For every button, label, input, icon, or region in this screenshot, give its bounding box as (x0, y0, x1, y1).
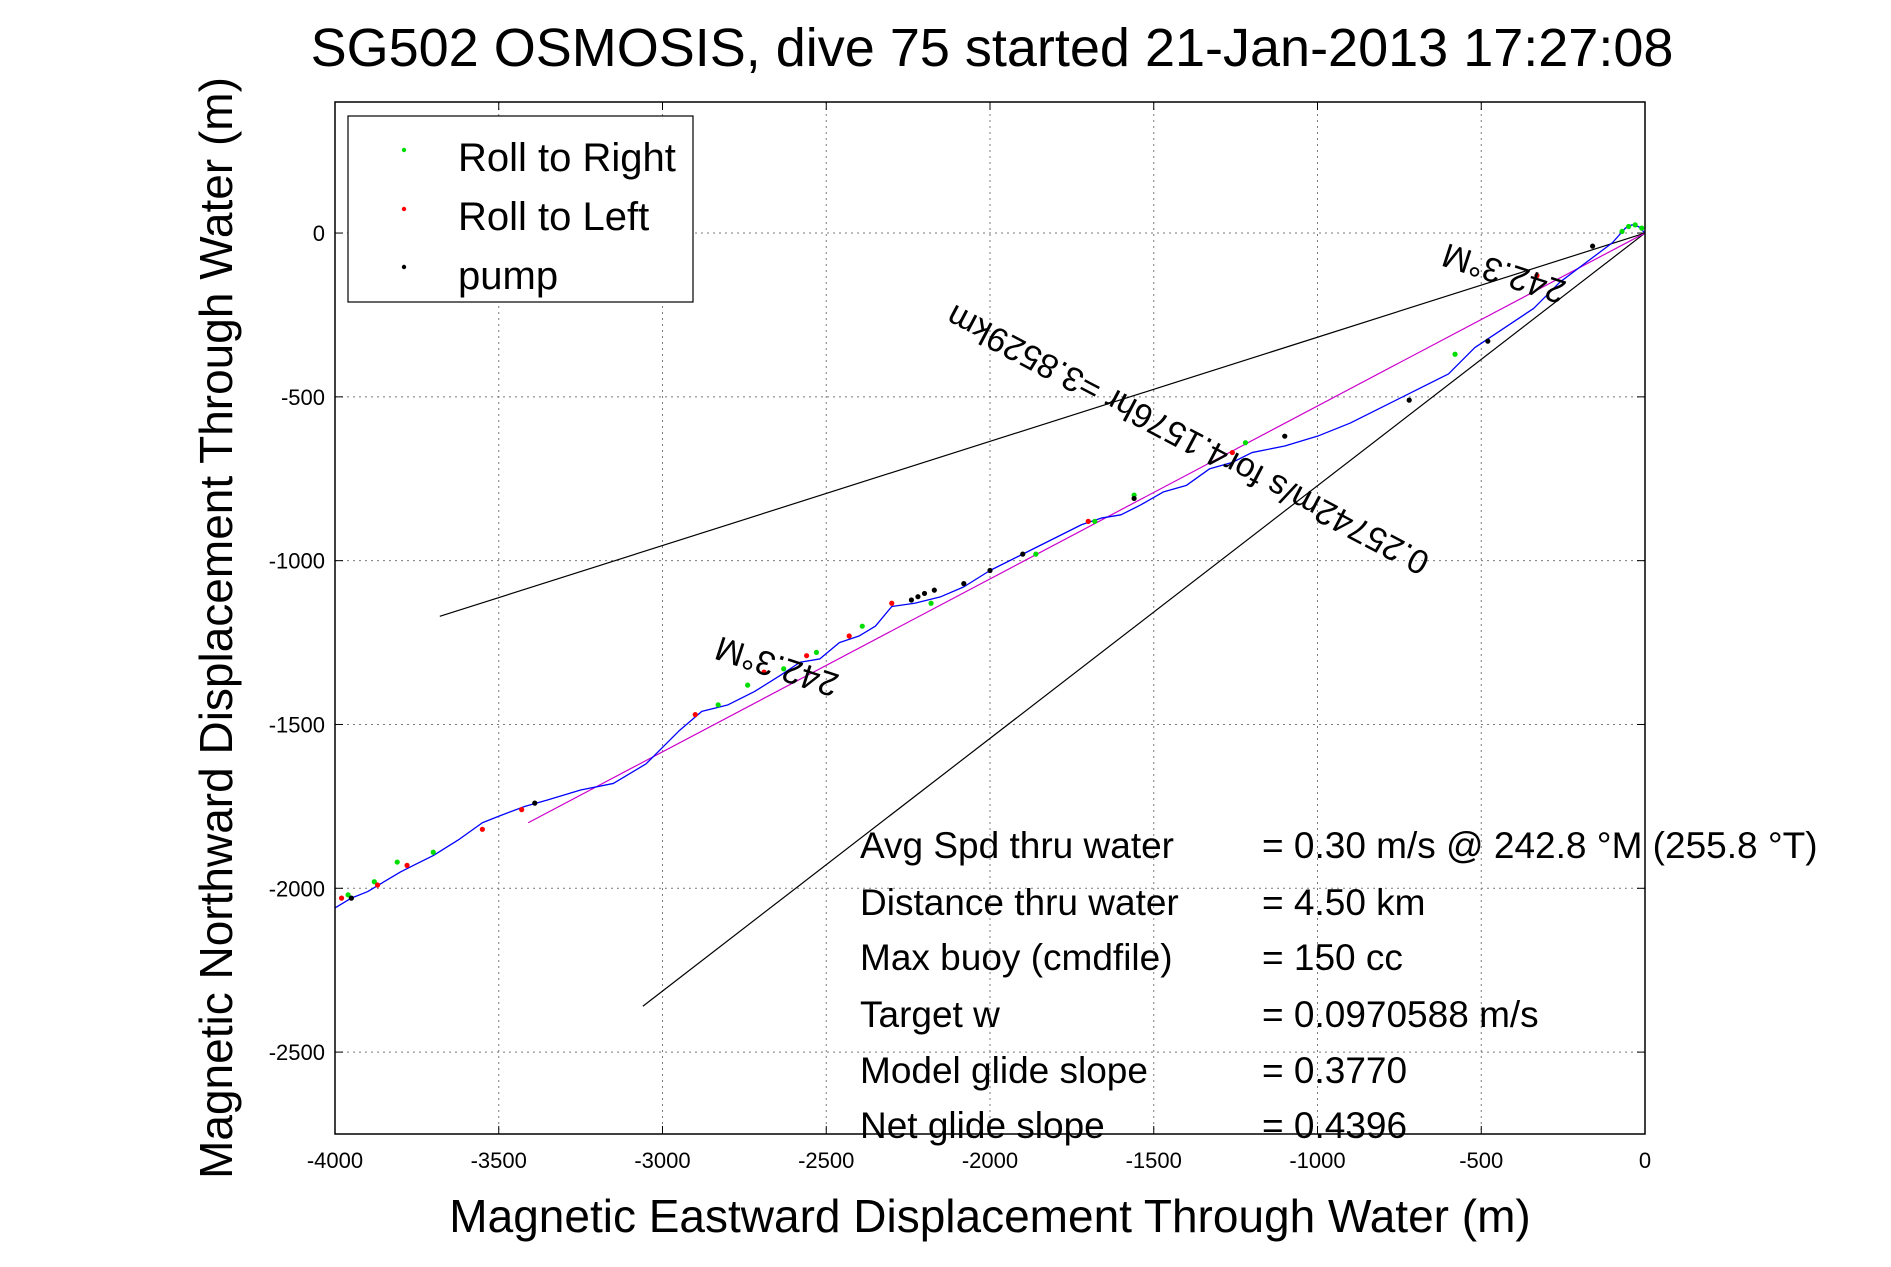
dive-track-line (334, 224, 1646, 909)
track-layer (334, 224, 1646, 909)
stat-value-model-glide: = 0.3770 (1262, 1050, 1407, 1091)
y-tick-label: -1500 (269, 712, 325, 737)
reference-line (439, 232, 1646, 617)
roll-right-marker (394, 859, 400, 865)
roll-right-marker (345, 892, 351, 898)
pump-marker (1406, 397, 1412, 403)
x-tick-label: -3000 (634, 1148, 690, 1173)
pump-marker (1590, 243, 1596, 249)
pump-marker (1020, 551, 1026, 557)
x-axis-label: Magnetic Eastward Displacement Through W… (449, 1190, 1530, 1242)
roll-right-marker (813, 649, 820, 656)
pump-marker (921, 590, 928, 597)
stat-label-avg-speed: Avg Spd thru water (860, 825, 1174, 866)
stat-value-avg-speed: = 0.30 m/s @ 242.8 °M (255.8 °T) (1262, 825, 1818, 866)
roll-right-marker (1033, 551, 1039, 557)
roll-right-marker (745, 682, 751, 688)
legend-marker-pump (401, 264, 407, 270)
stat-label-model-glide: Model glide slope (860, 1050, 1148, 1091)
roll-right-marker (1092, 518, 1098, 524)
marker-layer (338, 222, 1645, 901)
legend: Roll to Right Roll to Left pump (347, 115, 694, 303)
stat-label-max-buoy: Max buoy (cmdfile) (860, 937, 1173, 978)
y-tick-label: -1000 (269, 549, 325, 574)
x-tick-label: -3500 (471, 1148, 527, 1173)
pump-marker (532, 800, 538, 806)
x-tick-label: 0 (1639, 1148, 1651, 1173)
x-tick-label: -2000 (962, 1148, 1018, 1173)
roll-left-marker (374, 882, 381, 888)
roll-left-marker (1534, 273, 1540, 279)
roll-left-marker (479, 826, 485, 832)
roll-right-marker (859, 623, 865, 629)
stat-value-distance: = 4.50 km (1262, 882, 1426, 923)
stat-value-target-w: = 0.0970588 m/s (1262, 994, 1539, 1035)
pump-marker (348, 895, 354, 901)
stats-block: Avg Spd thru water = 0.30 m/s @ 242.8 °M… (860, 825, 1818, 1146)
roll-right-marker (928, 600, 934, 606)
y-tick-label: -2000 (269, 876, 325, 901)
stat-label-distance: Distance thru water (860, 882, 1179, 923)
pump-marker (987, 567, 993, 574)
x-tick-label: -4000 (307, 1148, 363, 1173)
y-tick-label: -2500 (269, 1040, 325, 1065)
reference-lines-layer (439, 232, 1646, 1007)
y-tick-label: 0 (313, 221, 325, 246)
roll-right-marker (715, 702, 721, 708)
roll-right-marker (1626, 223, 1632, 230)
legend-marker-roll-left (401, 206, 407, 212)
roll-left-marker (761, 669, 767, 675)
y-axis-label: Magnetic Northward Displacement Through … (190, 77, 242, 1179)
pump-marker (1131, 495, 1137, 502)
roll-left-marker (1229, 449, 1235, 456)
roll-right-marker (1242, 440, 1249, 446)
pump-marker (1282, 433, 1288, 439)
pump-marker (908, 597, 915, 603)
x-tick-label: -2500 (798, 1148, 854, 1173)
x-tick-label: -1500 (1126, 1148, 1182, 1173)
y-tick-label: -500 (281, 385, 325, 410)
reference-line (527, 232, 1646, 824)
roll-left-marker (1085, 518, 1091, 524)
stat-label-net-glide: Net glide slope (860, 1105, 1105, 1146)
stat-value-net-glide: = 0.4396 (1262, 1105, 1407, 1146)
roll-left-marker (692, 712, 698, 718)
chart-title: SG502 OSMOSIS, dive 75 started 21-Jan-20… (311, 18, 1674, 78)
roll-right-marker (1632, 222, 1638, 228)
roll-right-marker (430, 849, 436, 855)
x-tick-label: -1000 (1289, 1148, 1345, 1173)
pump-marker (961, 581, 967, 587)
reference-line (642, 232, 1646, 1007)
legend-marker-roll-right (401, 147, 407, 153)
tick-layer: -4000 -3500 -3000 -2500 -2000 -1500 -1000 -500 0… (269, 102, 1651, 1173)
pump-marker (915, 594, 921, 600)
grid-layer (335, 102, 1645, 1134)
stat-label-target-w: Target w (860, 994, 1000, 1035)
stat-value-max-buoy: = 150 cc (1262, 937, 1403, 978)
roll-right-marker (1619, 228, 1625, 235)
x-tick-label: -500 (1459, 1148, 1503, 1173)
roll-left-marker (846, 633, 852, 639)
legend-label-pump: pump (458, 254, 558, 298)
pump-marker (931, 587, 937, 593)
roll-right-marker (371, 879, 377, 885)
roll-right-marker (781, 666, 787, 672)
roll-left-marker (519, 807, 525, 813)
legend-label-roll-left: Roll to Left (458, 195, 649, 239)
roll-right-marker (1639, 225, 1645, 231)
pump-marker (1485, 338, 1491, 344)
roll-right-marker (1452, 351, 1458, 357)
legend-label-roll-right: Roll to Right (458, 136, 676, 180)
roll-left-marker (404, 862, 410, 868)
roll-left-marker (804, 653, 810, 659)
roll-left-marker (889, 600, 895, 606)
roll-left-marker (338, 895, 345, 901)
